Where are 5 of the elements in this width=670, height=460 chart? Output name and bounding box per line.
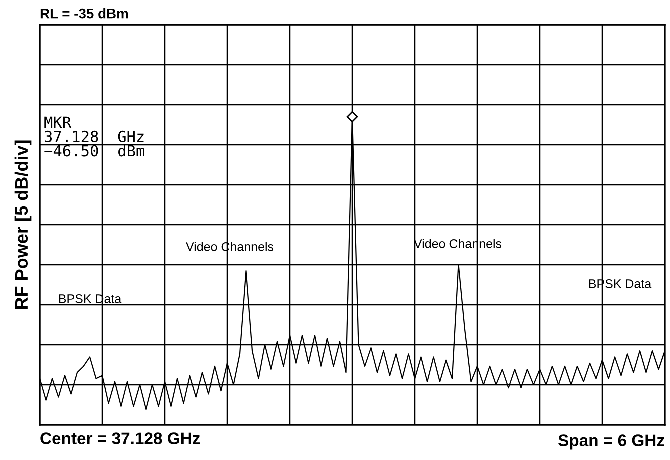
text: RL = -35 dBm xyxy=(40,8,128,19)
y-axis-title: RF Power [5 dB/div] xyxy=(14,140,32,310)
text: Span = 6 GHz xyxy=(558,434,664,450)
annotation: MKR 37.128 GHz −46.50 dBm xyxy=(44,116,144,157)
text: Center = 37.128 GHz xyxy=(40,432,200,444)
